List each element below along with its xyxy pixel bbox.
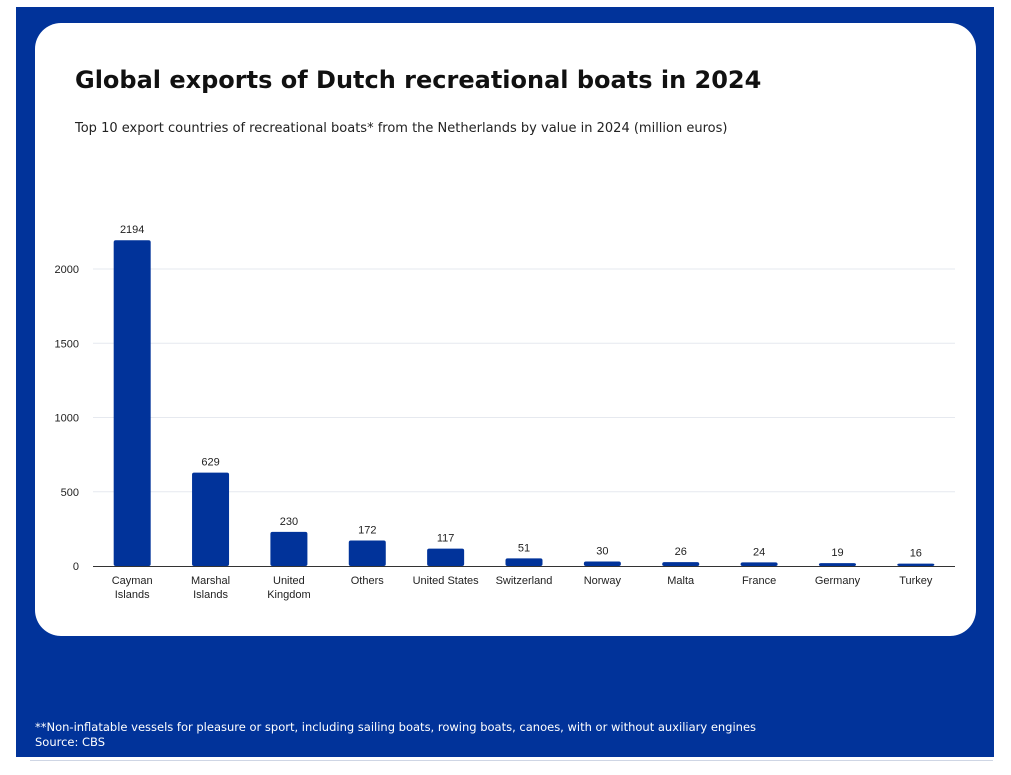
x-tick-label: Cayman Islands	[112, 575, 153, 601]
x-tick-label: United Kingdom	[267, 575, 310, 601]
data-label: 230	[280, 516, 298, 528]
x-tick-label: Marshal Islands	[191, 575, 230, 601]
x-tick-label: Germany	[815, 575, 861, 587]
footnote-block: **Non-inflatable vessels for pleasure or…	[35, 720, 756, 750]
data-label: 26	[675, 546, 687, 558]
x-tick-label: United States	[413, 575, 480, 587]
bar	[818, 563, 856, 566]
chart-title: Global exports of Dutch recreational boa…	[75, 66, 762, 94]
bar	[897, 563, 935, 566]
bar	[113, 240, 151, 567]
x-tick-label: Others	[351, 575, 385, 587]
data-label: 2194	[120, 224, 144, 236]
bar	[348, 540, 386, 566]
bar	[583, 561, 621, 566]
source-text: Source: CBS	[35, 735, 106, 749]
y-tick-label: 1000	[55, 413, 79, 425]
footnote-text: **Non-inflatable vessels for pleasure or…	[35, 720, 757, 734]
x-tick-label: Switzerland	[496, 575, 553, 587]
x-tick-label: Turkey	[899, 575, 933, 587]
y-tick-label: 0	[73, 561, 79, 573]
y-tick-label: 500	[61, 487, 79, 499]
bar	[270, 531, 308, 566]
x-tick-label: Malta	[667, 575, 695, 587]
bar	[740, 562, 778, 566]
y-tick-label: 1500	[55, 338, 79, 350]
data-label: 30	[596, 546, 608, 558]
bar	[505, 558, 543, 566]
bar	[662, 562, 700, 566]
bar	[427, 548, 465, 566]
data-label: 51	[518, 542, 530, 554]
data-label: 16	[910, 548, 922, 560]
data-label: 117	[437, 533, 455, 545]
data-label: 172	[358, 524, 376, 536]
chart-card	[35, 23, 976, 636]
data-label: 629	[201, 457, 219, 469]
y-tick-label: 2000	[55, 264, 79, 276]
data-label: 19	[831, 547, 843, 559]
x-tick-label: Norway	[584, 575, 622, 587]
data-label: 24	[753, 546, 765, 558]
x-tick-label: France	[742, 575, 776, 587]
bar	[192, 472, 230, 566]
divider	[30, 760, 993, 761]
chart-subtitle: Top 10 export countries of recreational …	[75, 121, 728, 136]
